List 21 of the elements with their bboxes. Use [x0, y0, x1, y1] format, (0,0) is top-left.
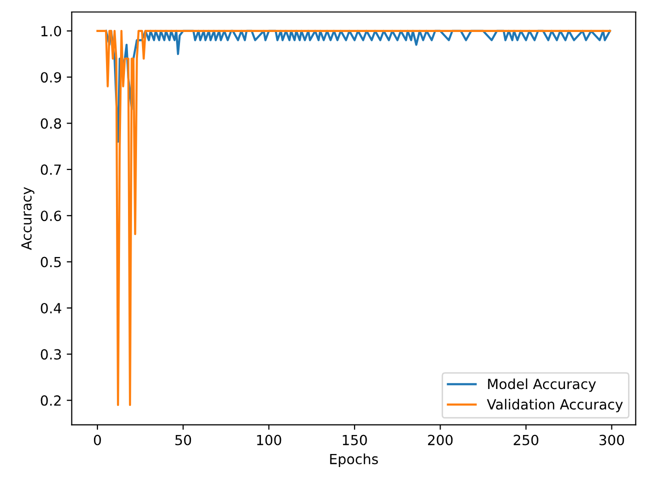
x-tick-label: 100: [257, 434, 282, 446]
x-axis-title: Epochs: [330, 454, 378, 467]
y-tick-label: 0.8: [40, 118, 62, 129]
y-tick-label: 0.3: [40, 349, 61, 360]
y-tick-label: 0.4: [40, 302, 62, 314]
y-tick-label: 0.5: [40, 256, 61, 268]
legend-label: Model Accuracy: [488, 378, 596, 392]
y-tick-label: 0.6: [40, 210, 62, 222]
y-tick-label: 0.7: [40, 164, 61, 175]
y-tick-label: 0.2: [40, 395, 61, 406]
x-tick-label: 50: [175, 434, 192, 446]
legend-label: Validation Accuracy: [486, 398, 623, 412]
y-tick-label: 0.9: [40, 72, 62, 83]
line-series: [104, 30, 612, 143]
x-tick-label: 250: [514, 434, 538, 446]
x-tick-label: 150: [342, 434, 367, 446]
y-axis-title: Accuracy: [21, 187, 34, 250]
y-tick-label: 1.0: [41, 26, 62, 36]
x-tick-label: 200: [428, 434, 453, 446]
x-tick-label: 0: [94, 434, 101, 446]
x-tick-label: 300: [600, 434, 624, 446]
